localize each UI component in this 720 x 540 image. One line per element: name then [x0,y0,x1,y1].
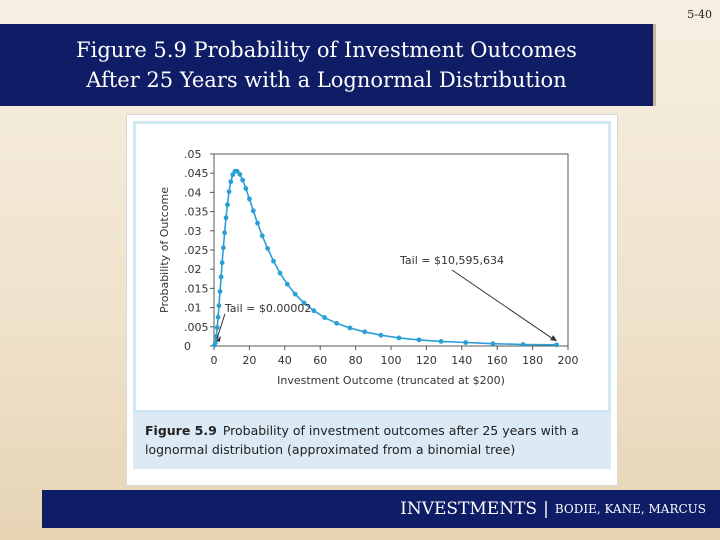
data-point [284,281,290,287]
y-tick-label: .03 [184,225,202,238]
data-point [265,246,271,251]
caption-text: Probability of investment outcomes after… [145,423,579,457]
data-point [334,320,340,326]
y-tick-label: .025 [184,244,209,257]
data-point [362,329,368,335]
data-point [223,215,229,221]
x-tick-label: 140 [451,354,472,367]
data-point [259,233,265,239]
data-point [222,230,228,236]
data-point [216,303,222,309]
data-point [322,315,328,320]
footer-book-title: INVESTMENTS [400,499,538,519]
data-point [240,177,246,183]
x-tick-label: 60 [313,354,327,367]
annotation-right-tail: Tail = $10,595,634 [399,254,504,267]
annotation-left-arrowhead [215,335,221,342]
figure-panel: 0 .005 .01 .015 .02 .025 .03 .035 .04 .045 .05 0 20 4… [126,114,618,486]
data-point [490,341,496,347]
data-point [378,332,384,338]
annotation-right-arrowhead [550,335,558,342]
data-point [230,172,236,178]
y-tick-label: .045 [184,167,209,180]
data-point [301,300,307,306]
series-line [213,170,557,346]
annotation-left-arrow [216,313,226,340]
slide-number: 5-40 [687,8,712,21]
data-point [311,308,317,314]
y-tick-label: .02 [184,263,202,276]
data-point [277,270,283,276]
lognormal-chart: 0 .005 .01 .015 .02 .025 .03 .035 .04 .045 .05 0 20 4… [158,148,579,387]
footer-bar: INVESTMENTS | BODIE, KANE, MARCUS [42,490,720,528]
annotation-right-arrow [451,269,554,340]
data-point [396,335,402,341]
x-tick-label: 120 [416,354,437,367]
data-point [243,186,249,191]
y-tick-label: .05 [184,148,202,161]
data-point [220,245,226,251]
y-tick-label: .01 [184,302,202,315]
data-point [225,202,230,208]
data-point [416,337,422,343]
data-point [247,196,252,202]
data-point [292,291,298,297]
x-tick-label: 200 [558,354,579,367]
x-axis-label: Investment Outcome (truncated at $200) [277,374,505,387]
y-tick-label: .035 [184,206,209,219]
data-point [438,338,444,344]
y-tick-label: .015 [184,282,209,295]
y-tick-label: .005 [184,321,209,334]
data-point [463,340,469,345]
slide-title: Figure 5.9 Probability of Investment Out… [0,24,656,106]
data-point [255,220,260,226]
annotation-left-tail: Tail = $0.00002 [224,302,311,315]
data-point [214,325,220,330]
x-tick-label: 180 [522,354,543,367]
data-point [347,325,353,331]
x-tick-label: 160 [487,354,508,367]
data-point [226,189,232,195]
caption-label: Figure 5.9 [145,423,217,438]
y-tick-label: 0 [184,340,191,353]
data-point [213,340,218,345]
data-point [217,289,223,294]
figure-caption: Figure 5.9 Probability of investment outc… [133,413,611,469]
data-point [520,342,526,347]
data-point [554,342,559,348]
x-tick-label: 40 [278,354,292,367]
x-tick-label: 100 [381,354,402,367]
data-point [218,274,224,280]
data-point [215,314,221,320]
x-tick-label: 0 [211,354,218,367]
data-point [237,171,243,177]
footer-authors: BODIE, KANE, MARCUS [554,502,706,516]
title-line-2: After 25 Years with a Lognormal Distribu… [86,68,567,92]
x-tick-label: 20 [242,354,256,367]
chart-frame: 0 .005 .01 .015 .02 .025 .03 .035 .04 .045 .05 0 20 4… [133,121,611,413]
data-point [250,208,256,214]
y-axis-label: Probability of Outcome [158,187,171,313]
data-point [271,258,276,264]
x-tick-label: 80 [349,354,363,367]
footer-separator: | [543,499,549,519]
y-tick-label: .04 [184,186,202,199]
data-point [228,179,234,185]
data-point [219,260,225,266]
title-line-1: Figure 5.9 Probability of Investment Out… [76,38,577,62]
